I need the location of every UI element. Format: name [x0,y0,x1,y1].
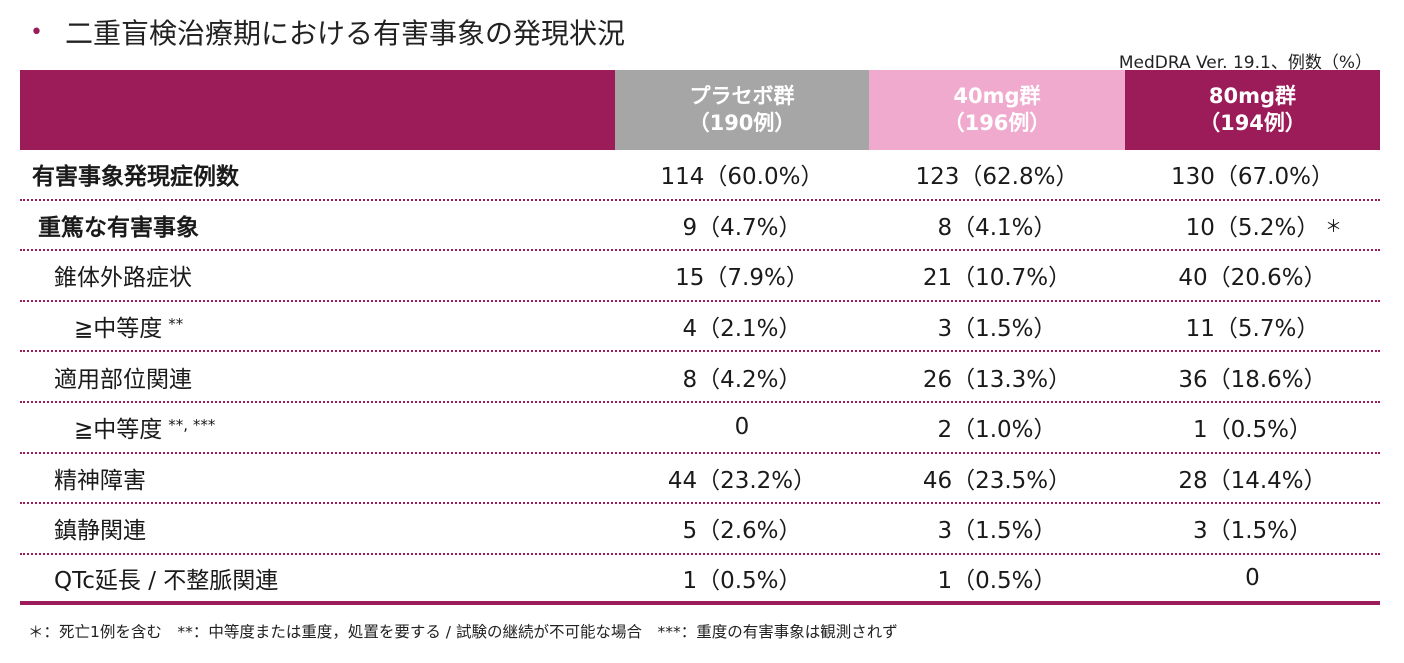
row-label: ≧中等度 **, *** [20,410,615,444]
value-placebo: 44（23.2%） [667,467,817,494]
bullet-icon: • [30,19,43,45]
value-placebo: 8（4.2%） [682,366,802,393]
header-80mg-name: 80mg群 [1208,83,1297,108]
table-row: QTc延長 / 不整脈関連 1（0.5%） 1（0.5%） 0 [20,555,1380,606]
header-placebo-n: （190例） [688,111,796,135]
row-label-text: 有害事象発現症例数 [32,164,239,191]
table-header: プラセボ群 （190例） 40mg群 （196例） 80mg群 （194例） [20,70,1380,150]
row-label-text: 鎮静関連 [54,518,146,545]
footnote: ＊：死亡1例を含む **：中等度または重度，処置を要する / 試験の継続が不可能… [28,623,898,641]
row-label: 適用部位関連 [20,360,615,394]
header-40mg-n: （196例） [943,111,1051,135]
row-label-text: 重篤な有害事象 [38,214,199,241]
value-placebo: 4（2.1%） [682,316,802,343]
row-label-text: ≧中等度 [74,316,163,343]
row-label-text: QTc延長 / 不整脈関連 [54,568,279,595]
value-40mg: 1（0.5%） [937,568,1057,595]
value-40mg: 46（23.5%） [922,467,1072,494]
table-row: 適用部位関連 8（4.2%） 26（13.3%） 36（18.6%） [20,352,1380,403]
value-40mg: 3（1.5%） [937,518,1057,545]
footnote-mark: ＊ [1325,216,1342,237]
value-40mg: 123（62.8%） [915,164,1079,191]
value-80mg: 3（1.5%） [1192,518,1313,545]
row-label: ≧中等度 ** [20,309,615,343]
row-label: 錐体外路症状 [20,258,615,292]
value-80mg: 10（5.2%） ＊ [1125,208,1380,242]
value-placebo: 0 [734,414,750,441]
value-40mg: 21（10.7%） [922,265,1072,292]
table-row: 鎮静関連 5（2.6%） 3（1.5%） 3（1.5%） [20,504,1380,555]
value-40mg: 2（1.0%） [937,417,1057,444]
row-label: 精神障害 [20,461,615,495]
value-80mg: 130（67.0%） [1171,164,1334,191]
table-row: 精神障害 44（23.2%） 46（23.5%） 28（14.4%） [20,454,1380,505]
value-placebo: 9（4.7%） [682,214,802,241]
table-row: 重篤な有害事象 9（4.7%） 8（4.1%） 10（5.2%） ＊ [20,201,1380,252]
value-placebo: 5（2.6%） [682,518,802,545]
header-80mg: 80mg群 （194例） [1125,70,1380,150]
header-label-cell [20,70,615,150]
table-row: 錐体外路症状 15（7.9%） 21（10.7%） 40（20.6%） [20,251,1380,302]
row-label: 有害事象発現症例数 [20,157,615,191]
row-label: 鎮静関連 [20,511,615,545]
value-80mg: 1（0.5%） [1192,417,1313,444]
value-80mg: 0 [1245,565,1260,592]
value-80mg: 40（20.6%） [1178,265,1327,292]
row-label-text: 錐体外路症状 [54,265,192,292]
value-80mg: 28（14.4%） [1178,467,1327,494]
value-80mg: 11（5.7%） [1185,316,1320,343]
value-placebo: 15（7.9%） [675,265,809,292]
table-row: ≧中等度 ** 4（2.1%） 3（1.5%） 11（5.7%） [20,302,1380,353]
table-row: ≧中等度 **, *** 0 2（1.0%） 1（0.5%） [20,403,1380,454]
header-80mg-n: （194例） [1199,111,1306,135]
table-row: 有害事象発現症例数 114（60.0%） 123（62.8%） 130（67.0… [20,150,1380,201]
row-label: QTc延長 / 不整脈関連 [20,561,615,595]
header-40mg-name: 40mg群 [953,83,1041,108]
adverse-events-table: プラセボ群 （190例） 40mg群 （196例） 80mg群 （194例） 有… [20,70,1380,606]
value-placebo: 114（60.0%） [660,164,824,191]
row-label-text: ≧中等度 [74,417,163,444]
source-note: MedDRA Ver. 19.1、例数（%） [1118,53,1372,73]
value-placebo: 1（0.5%） [682,568,802,595]
value-40mg: 3（1.5%） [937,316,1057,343]
header-40mg: 40mg群 （196例） [869,70,1125,150]
value-80mg: 36（18.6%） [1178,366,1327,393]
row-label: 重篤な有害事象 [20,208,615,242]
value-40mg: 8（4.1%） [937,214,1057,241]
page-title-row: • 二重盲検治療期における有害事象の発現状況 [30,12,625,52]
header-placebo-name: プラセボ群 [689,83,795,108]
row-label-text: 適用部位関連 [54,366,192,393]
header-placebo: プラセボ群 （190例） [615,70,869,150]
value-40mg: 26（13.3%） [922,366,1072,393]
page-title: 二重盲検治療期における有害事象の発現状況 [64,17,625,50]
value-80mg-text: 10（5.2%） [1185,214,1320,241]
row-label-superscript: **, *** [168,416,216,435]
row-label-superscript: ** [168,315,184,334]
row-label-text: 精神障害 [54,467,146,494]
